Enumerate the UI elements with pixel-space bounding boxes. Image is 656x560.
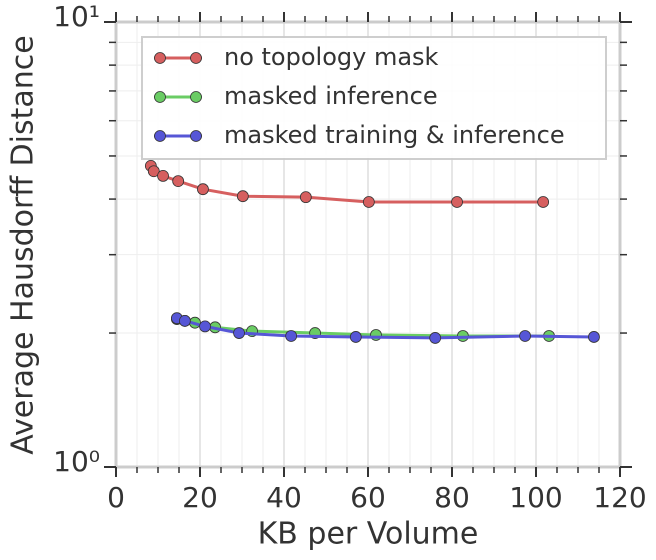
data-point <box>147 165 160 178</box>
legend-marker <box>154 52 166 64</box>
data-point <box>233 327 245 339</box>
legend-label: masked training & inference <box>224 121 565 149</box>
x-tick-label: 120 <box>593 481 646 514</box>
data-point <box>199 320 211 333</box>
data-point <box>349 331 362 343</box>
legend-box <box>141 36 607 160</box>
legend-marker <box>154 91 166 103</box>
data-point <box>362 196 375 208</box>
data-point <box>285 330 298 342</box>
y-axis-label: Average Hausdorff Distance <box>6 35 41 454</box>
data-point <box>588 331 600 343</box>
legend-marker <box>190 52 202 64</box>
x-tick-label: 100 <box>509 481 562 514</box>
x-tick-label: 60 <box>350 481 386 514</box>
data-point <box>178 314 191 327</box>
data-point <box>429 332 442 344</box>
data-point <box>537 196 550 208</box>
x-tick-label: 0 <box>107 481 125 514</box>
data-point <box>157 169 169 182</box>
y-tick-label: 10¹ <box>53 0 100 33</box>
data-point <box>370 329 382 341</box>
data-point <box>519 330 531 342</box>
y-tick-label: 10⁰ <box>53 445 100 478</box>
data-point <box>451 196 463 208</box>
x-tick-label: 80 <box>434 481 470 514</box>
legend-label: no topology mask <box>224 43 439 71</box>
legend-label: masked inference <box>224 82 438 110</box>
data-point <box>197 183 209 196</box>
legend-marker <box>190 130 202 142</box>
data-point <box>299 191 312 204</box>
data-point <box>172 175 185 188</box>
x-axis-label: KB per Volume <box>258 517 479 552</box>
x-tick-label: 20 <box>182 481 218 514</box>
legend-marker <box>190 91 202 103</box>
data-point <box>236 190 249 203</box>
legend-marker <box>154 130 166 142</box>
x-tick-label: 40 <box>266 481 302 514</box>
